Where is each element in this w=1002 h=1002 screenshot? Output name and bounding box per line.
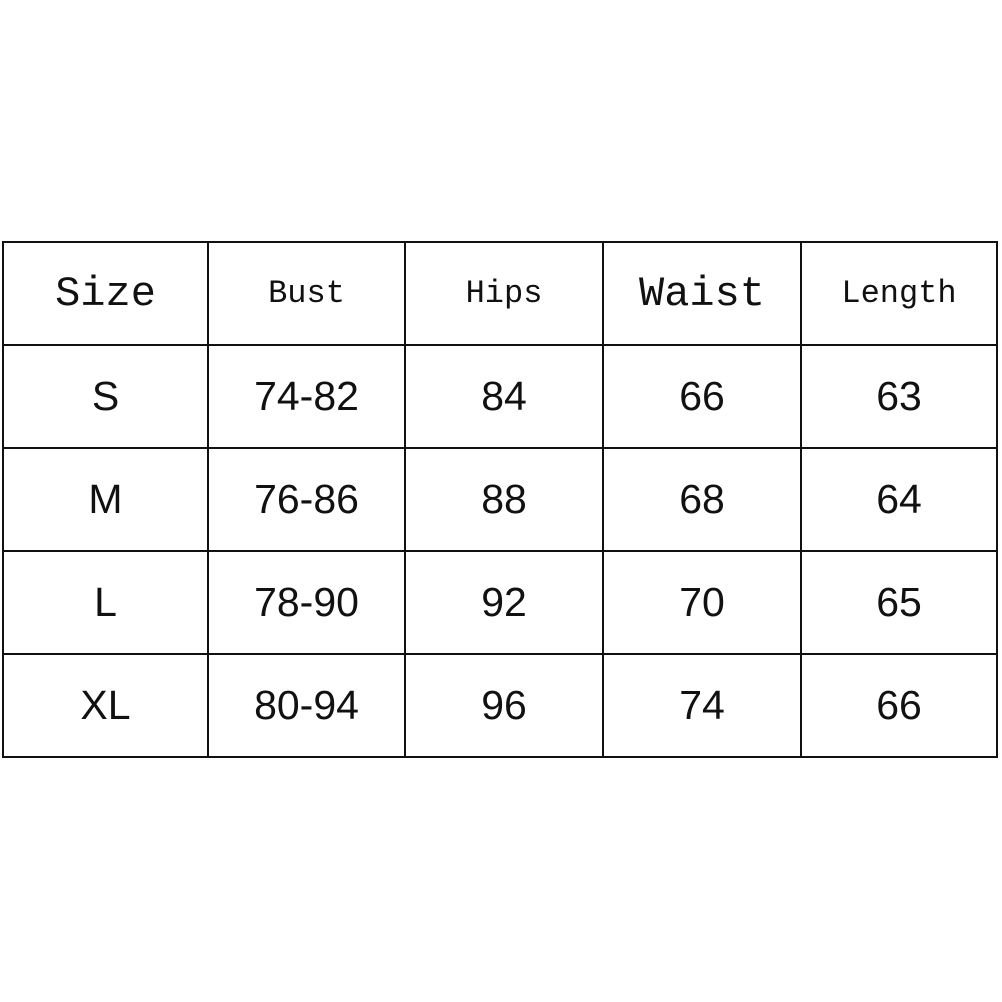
size-chart-table: Size Bust Hips Waist Length S 74-82 84 6… [2, 241, 998, 758]
cell-size: S [2, 344, 209, 449]
header-length: Length [800, 241, 998, 346]
cell-hips: 84 [404, 344, 604, 449]
cell-waist: 74 [602, 653, 802, 758]
table-row: S 74-82 84 66 63 [2, 344, 998, 449]
cell-bust: 80-94 [207, 653, 406, 758]
table-row: XL 80-94 96 74 66 [2, 653, 998, 758]
cell-bust: 76-86 [207, 447, 406, 552]
header-hips: Hips [404, 241, 604, 346]
cell-size: M [2, 447, 209, 552]
cell-hips: 92 [404, 550, 604, 655]
cell-length: 63 [800, 344, 998, 449]
cell-waist: 66 [602, 344, 802, 449]
header-bust: Bust [207, 241, 406, 346]
cell-bust: 74-82 [207, 344, 406, 449]
cell-length: 65 [800, 550, 998, 655]
header-size: Size [2, 241, 209, 346]
cell-size: L [2, 550, 209, 655]
cell-size: XL [2, 653, 209, 758]
cell-length: 64 [800, 447, 998, 552]
table-row: M 76-86 88 68 64 [2, 447, 998, 552]
header-waist: Waist [602, 241, 802, 346]
cell-bust: 78-90 [207, 550, 406, 655]
header-row: Size Bust Hips Waist Length [2, 241, 998, 346]
cell-hips: 88 [404, 447, 604, 552]
cell-length: 66 [800, 653, 998, 758]
table-row: L 78-90 92 70 65 [2, 550, 998, 655]
cell-hips: 96 [404, 653, 604, 758]
cell-waist: 70 [602, 550, 802, 655]
cell-waist: 68 [602, 447, 802, 552]
